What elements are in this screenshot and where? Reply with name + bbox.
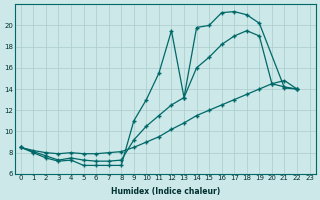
X-axis label: Humidex (Indice chaleur): Humidex (Indice chaleur) — [111, 187, 220, 196]
